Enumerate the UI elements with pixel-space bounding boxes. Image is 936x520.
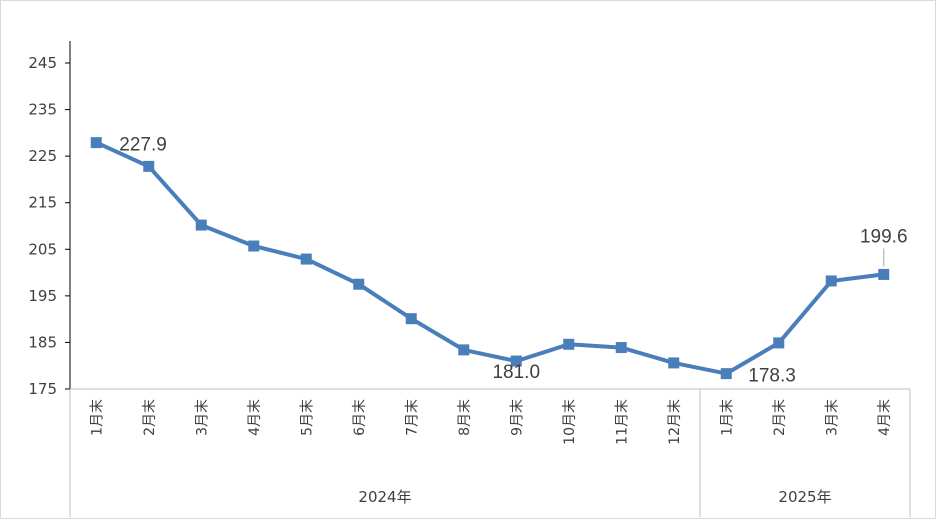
x-tick-label: 7月末 [404, 399, 420, 436]
x-tick-label: 12月末 [667, 399, 683, 445]
x-tick-label: 4月末 [247, 399, 263, 436]
series-line [95, 140, 885, 376]
x-tick-label: 8月末 [457, 399, 473, 436]
x-tick-label: 3月末 [194, 399, 210, 436]
data-point-marker [510, 355, 522, 367]
data-point-marker [300, 253, 312, 265]
data-label: 227.9 [119, 135, 167, 156]
data-point-marker [458, 344, 470, 356]
x-tick-label: 6月末 [352, 399, 368, 436]
data-point-marker [720, 368, 732, 380]
group-label: 2024年 [358, 488, 411, 506]
y-tick-label: 235 [28, 101, 57, 119]
x-tick-label: 4月末 [877, 399, 893, 436]
data-point-marker [90, 137, 102, 149]
x-tick-label: 2月末 [142, 399, 158, 436]
data-label: 199.6 [860, 226, 908, 247]
y-tick-label: 175 [28, 380, 57, 398]
data-point-marker [248, 240, 260, 252]
data-point-marker [878, 268, 890, 280]
data-point-marker [143, 160, 155, 172]
group-label: 2025年 [778, 488, 831, 506]
data-point-marker [668, 357, 680, 369]
x-tick-label: 1月末 [89, 399, 105, 436]
x-tick-label: 3月末 [824, 399, 840, 436]
x-tick-label: 11月末 [614, 399, 630, 445]
data-point-marker [825, 275, 837, 287]
data-point-marker [405, 313, 417, 325]
y-tick-label: 225 [28, 147, 57, 165]
data-label: 181.0 [492, 362, 540, 383]
data-point-marker [773, 337, 785, 349]
y-tick-label: 195 [28, 287, 57, 305]
data-point-marker [563, 338, 575, 350]
data-label: 178.3 [748, 366, 796, 387]
x-tick-label: 9月末 [509, 399, 525, 436]
data-point-marker [615, 342, 627, 354]
x-tick-label: 1月末 [719, 399, 735, 436]
data-point-marker [195, 219, 207, 231]
y-tick-label: 215 [28, 194, 57, 212]
y-tick-label: 185 [28, 333, 57, 351]
y-tick-label: 245 [28, 54, 57, 72]
y-tick-label: 205 [28, 240, 57, 258]
data-point-marker [353, 278, 365, 290]
x-tick-label: 5月末 [299, 399, 315, 436]
x-tick-label: 2月末 [772, 399, 788, 436]
x-tick-label: 10月末 [562, 399, 578, 445]
